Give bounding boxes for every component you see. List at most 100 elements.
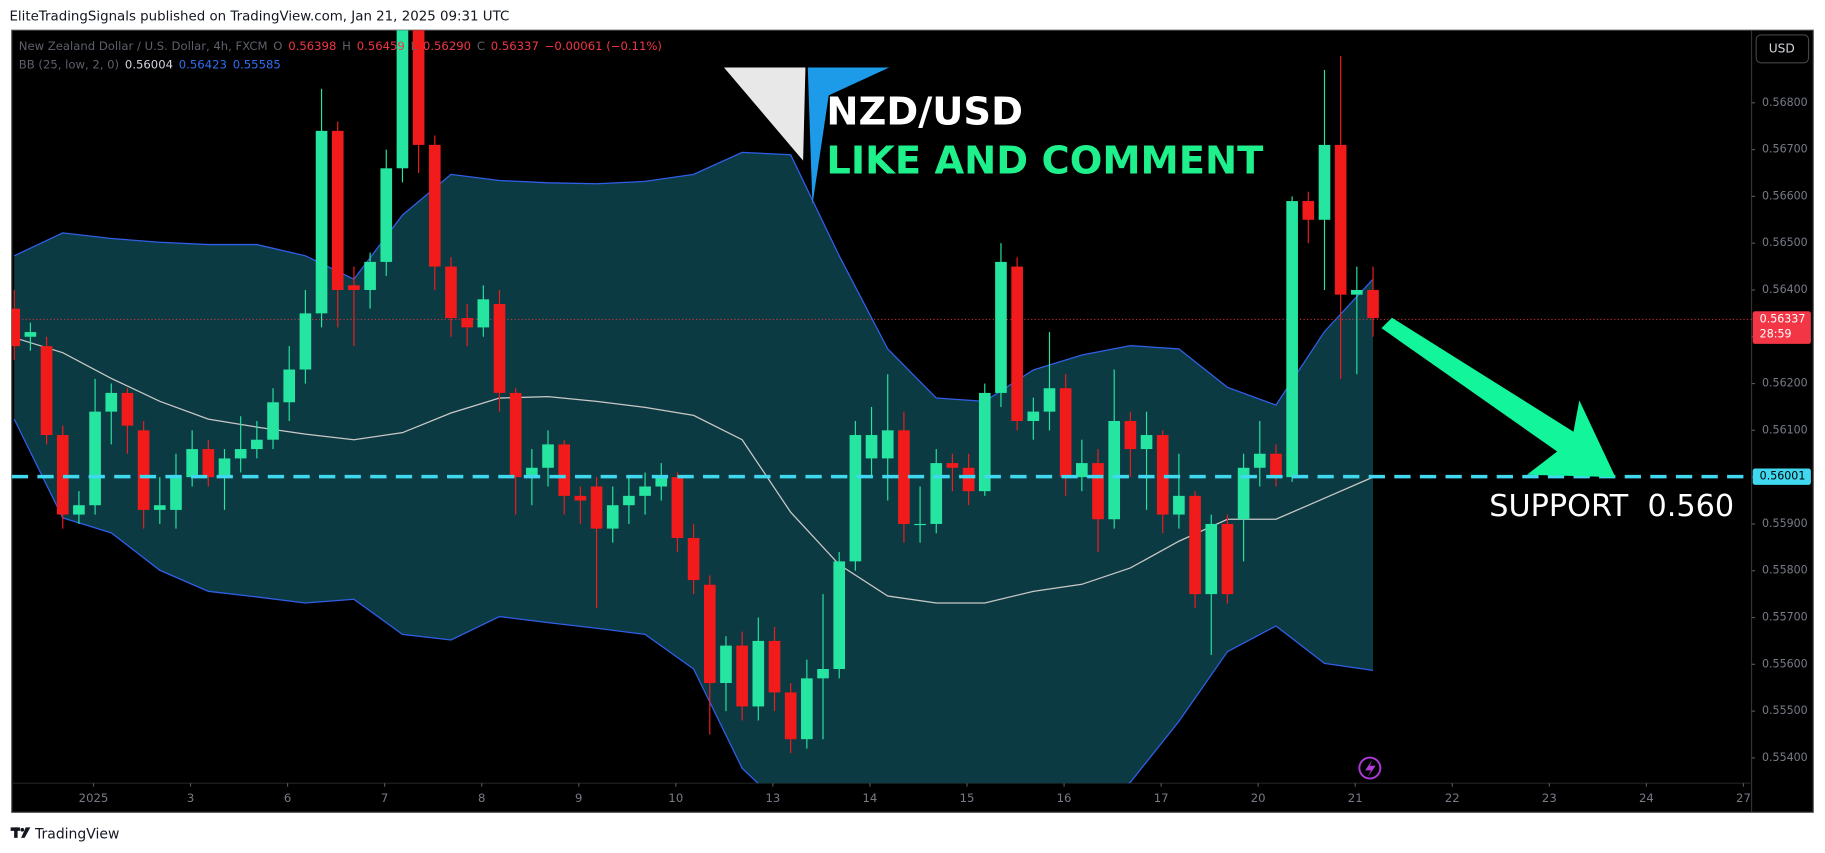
candle-body [105, 392, 118, 412]
candle-body [218, 458, 231, 478]
annotation-title: NZD/USD [826, 90, 1023, 135]
candle-body [89, 411, 101, 506]
legend-text: 0.56423 [179, 58, 227, 72]
candle-body [445, 266, 457, 319]
y-tick-label: 0.55700 [1762, 611, 1808, 624]
legend-text: O [273, 39, 282, 53]
annotation-support: SUPPORT 0.560 [1489, 489, 1734, 524]
candle-body [1237, 467, 1250, 520]
legend-text: 0.56004 [125, 58, 173, 72]
x-tick-label: 13 [765, 791, 780, 805]
legend-text: H [342, 39, 351, 53]
candle-body [1076, 463, 1088, 478]
x-tick-label: 10 [668, 791, 683, 805]
candle-body [509, 392, 522, 478]
legend-text: New Zealand Dollar / U.S. Dollar, 4h, FX… [19, 39, 268, 53]
x-tick-label: 15 [960, 791, 975, 805]
x-tick-label: 17 [1154, 791, 1169, 805]
candle-body [930, 463, 943, 524]
candle-body [1189, 495, 1201, 595]
legend-text: C [477, 39, 485, 53]
x-tick-label: 8 [478, 791, 485, 805]
candle-body [56, 435, 69, 515]
y-tick-label: 0.55900 [1762, 517, 1808, 530]
x-tick-label: 16 [1057, 791, 1072, 805]
legend-text: 0.56290 [423, 39, 471, 53]
candle-body [606, 505, 619, 529]
candle-body [978, 392, 991, 492]
x-tick-label: 23 [1542, 791, 1557, 805]
candle-body [121, 392, 134, 426]
candle-body [898, 430, 910, 524]
candle-body [768, 640, 781, 693]
candle-body [736, 645, 748, 707]
candle-body [348, 285, 360, 290]
candle-body [1318, 144, 1331, 220]
candle-body [849, 435, 862, 562]
support-tag-label: 0.56001 [1760, 470, 1806, 483]
brand-logo [10, 827, 31, 838]
candle-body [962, 467, 975, 492]
publisher: EliteTradingSignals published on Trading… [9, 9, 509, 24]
candle-body [396, 30, 409, 169]
candle-body [703, 584, 716, 684]
legend-text: 0.55585 [233, 58, 281, 72]
y-tick-label: 0.55800 [1762, 564, 1808, 577]
candle-body [655, 477, 668, 487]
candle-body [493, 304, 506, 393]
countdown-label: 28:59 [1760, 328, 1792, 341]
y-tick-label: 0.56700 [1762, 143, 1808, 156]
candle-body [315, 130, 328, 314]
band-line [13, 418, 1374, 784]
currency-label: USD [1769, 41, 1795, 55]
candle-body [283, 369, 296, 403]
candle-body [202, 449, 215, 478]
y-tick-label: 0.56800 [1762, 96, 1808, 109]
current-price-label: 0.56337 [1760, 312, 1806, 325]
x-tick-label: 27 [1736, 791, 1751, 805]
candle-body [1302, 201, 1315, 220]
x-tick-label: 22 [1445, 791, 1460, 805]
y-tick-label: 0.56500 [1762, 236, 1808, 249]
arrow [1381, 317, 1616, 478]
candle-body [1059, 388, 1072, 478]
support-tag [1752, 468, 1811, 485]
candle-body [542, 444, 554, 468]
candle-body [331, 130, 344, 290]
plot [11, 30, 1752, 784]
candle-body [186, 449, 198, 478]
candle-body [1367, 289, 1379, 319]
candle-body [1092, 463, 1104, 520]
candle-body [1124, 420, 1137, 450]
candle-body [153, 505, 166, 510]
candle-body [477, 299, 490, 328]
y-tick-label: 0.56100 [1762, 423, 1808, 436]
y-tick-label: 0.55600 [1762, 657, 1808, 670]
candle-body [995, 261, 1007, 393]
currency-button[interactable] [1755, 34, 1810, 64]
legend-text: 0.56459 [357, 39, 405, 53]
candle-body [817, 668, 829, 679]
legend-text: 0.56398 [288, 39, 336, 53]
brand: TradingView [34, 826, 119, 842]
candle-body [461, 318, 473, 328]
candle-body [946, 463, 959, 468]
candle-body [526, 467, 538, 478]
x-tick-label: 3 [187, 791, 194, 805]
y-tick-label: 0.55500 [1762, 704, 1808, 717]
candle-body [574, 495, 587, 501]
candle-body [1253, 453, 1266, 468]
candle-body [251, 439, 263, 450]
candle-body [1334, 144, 1347, 295]
candle-body [1156, 435, 1169, 515]
candle-body [428, 144, 441, 267]
x-tick-label: 24 [1639, 791, 1654, 805]
candle-body [590, 486, 603, 529]
candle-body [1205, 523, 1218, 595]
candle-body [1221, 523, 1234, 595]
x-tick-label: 2025 [79, 791, 109, 805]
candle-body [671, 477, 684, 538]
candle-body [558, 444, 571, 496]
current-price-tag [1752, 311, 1811, 344]
